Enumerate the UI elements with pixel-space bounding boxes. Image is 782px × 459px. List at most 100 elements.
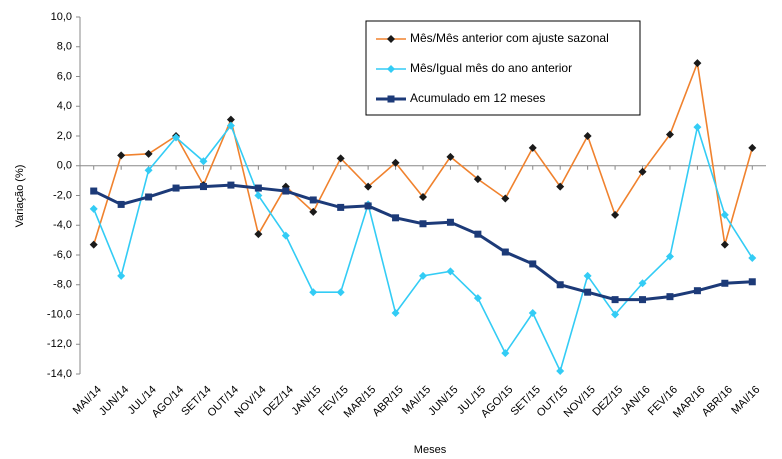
x-tick-label: JUN/15 bbox=[426, 384, 460, 418]
marker bbox=[693, 287, 701, 295]
marker bbox=[419, 192, 427, 201]
marker bbox=[309, 207, 318, 216]
marker bbox=[556, 367, 565, 376]
marker bbox=[309, 196, 317, 204]
marker bbox=[583, 271, 592, 280]
marker bbox=[665, 252, 674, 261]
y-tick-label: -12,0 bbox=[47, 338, 72, 350]
marker bbox=[172, 184, 180, 192]
marker bbox=[309, 288, 318, 297]
y-tick-label: 2,0 bbox=[57, 130, 72, 142]
marker bbox=[666, 293, 674, 301]
marker bbox=[254, 230, 263, 239]
marker bbox=[720, 210, 729, 219]
marker bbox=[144, 149, 153, 158]
marker bbox=[337, 203, 345, 211]
marker bbox=[639, 296, 647, 304]
legend-box bbox=[365, 20, 641, 116]
marker bbox=[611, 296, 619, 304]
marker bbox=[199, 183, 207, 191]
marker bbox=[611, 310, 620, 319]
marker bbox=[145, 193, 153, 201]
marker bbox=[501, 248, 509, 256]
marker bbox=[117, 151, 126, 160]
marker bbox=[638, 167, 647, 176]
y-axis-label: Variação (%) bbox=[14, 165, 26, 228]
x-tick-label: DEZ/14 bbox=[261, 384, 296, 419]
x-tick-label: ABR/16 bbox=[700, 384, 735, 419]
marker bbox=[90, 187, 98, 195]
marker bbox=[748, 143, 757, 152]
series-line bbox=[93, 183, 753, 302]
marker bbox=[282, 187, 290, 195]
marker bbox=[364, 202, 372, 210]
series-line bbox=[92, 123, 753, 374]
marker bbox=[720, 240, 729, 249]
x-tick-label: JUN/14 bbox=[97, 384, 131, 418]
marker bbox=[748, 278, 756, 286]
marker bbox=[364, 182, 373, 191]
marker bbox=[281, 231, 290, 240]
marker bbox=[665, 130, 674, 139]
marker bbox=[419, 220, 427, 228]
marker bbox=[336, 154, 345, 163]
marker bbox=[583, 132, 592, 140]
marker bbox=[226, 115, 235, 124]
legend-label: Acumulado em 12 meses bbox=[410, 91, 545, 105]
marker bbox=[528, 143, 537, 152]
marker bbox=[748, 253, 757, 262]
marker bbox=[199, 157, 208, 166]
marker bbox=[474, 230, 482, 238]
marker bbox=[172, 133, 181, 142]
marker bbox=[584, 288, 592, 296]
marker bbox=[693, 123, 702, 132]
x-tick-label: MAI/16 bbox=[729, 384, 762, 417]
y-tick-label: -4,0 bbox=[53, 219, 72, 231]
y-tick-label: -14,0 bbox=[47, 368, 72, 380]
marker bbox=[227, 181, 235, 189]
y-tick-label: 4,0 bbox=[57, 100, 72, 112]
x-tick-label: ABR/15 bbox=[370, 384, 405, 419]
legend-marker bbox=[387, 35, 395, 43]
y-tick-label: 6,0 bbox=[57, 70, 72, 82]
x-axis-label: Meses bbox=[414, 444, 447, 456]
y-tick-label: -6,0 bbox=[53, 249, 72, 261]
y-tick-label: 10,0 bbox=[51, 11, 72, 23]
y-tick-label: -10,0 bbox=[47, 308, 72, 320]
marker bbox=[391, 309, 400, 318]
marker bbox=[117, 271, 126, 280]
marker bbox=[721, 279, 729, 287]
marker bbox=[446, 218, 454, 226]
y-tick-label: -8,0 bbox=[53, 279, 72, 291]
marker bbox=[419, 271, 427, 280]
x-tick-label: DEZ/15 bbox=[590, 384, 625, 419]
marker bbox=[556, 281, 564, 289]
y-tick-label: -2,0 bbox=[53, 189, 72, 201]
marker bbox=[446, 267, 455, 276]
marker bbox=[528, 309, 537, 318]
legend-label: Mês/Mês anterior com ajuste sazonal bbox=[410, 31, 609, 45]
marker bbox=[336, 288, 345, 297]
marker bbox=[391, 158, 400, 167]
marker bbox=[117, 200, 125, 208]
marker bbox=[501, 349, 510, 358]
marker bbox=[89, 204, 98, 213]
legend-marker bbox=[387, 65, 395, 73]
marker bbox=[501, 194, 510, 203]
y-tick-label: 0,0 bbox=[57, 160, 72, 172]
marker bbox=[473, 175, 482, 184]
marker bbox=[446, 152, 455, 161]
marker bbox=[638, 279, 647, 288]
legend-marker bbox=[387, 95, 395, 103]
y-tick-label: 8,0 bbox=[57, 41, 72, 53]
marker bbox=[529, 260, 537, 268]
marker bbox=[226, 121, 235, 130]
marker bbox=[693, 59, 702, 68]
marker bbox=[473, 294, 482, 303]
marker bbox=[611, 210, 620, 219]
marker bbox=[254, 184, 262, 192]
marker bbox=[144, 166, 153, 175]
legend-label: Mês/Igual mês do ano anterior bbox=[410, 61, 572, 75]
marker bbox=[89, 240, 98, 249]
